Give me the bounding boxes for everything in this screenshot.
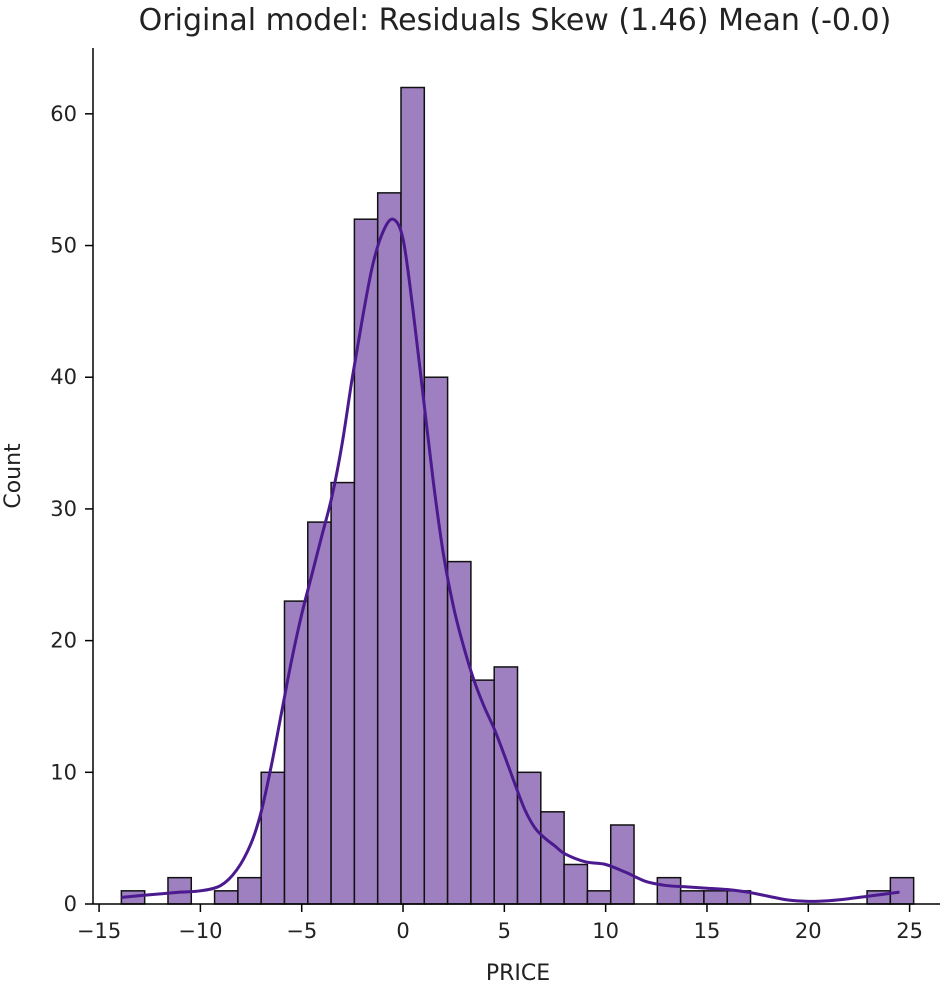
x-tick-label: 15 bbox=[694, 919, 721, 943]
x-axis-label: PRICE bbox=[486, 961, 550, 986]
histogram-bar bbox=[376, 192, 402, 905]
x-tick-label: −5 bbox=[286, 919, 317, 943]
histogram-bar bbox=[516, 771, 542, 905]
histogram-bar bbox=[470, 679, 495, 905]
y-tick-label: 10 bbox=[50, 760, 77, 784]
histogram-bar bbox=[353, 218, 379, 905]
x-tick-label: 0 bbox=[396, 919, 409, 943]
histogram-bar bbox=[400, 86, 426, 905]
histogram-bar bbox=[237, 876, 262, 905]
x-axis-ticks: −15 −10 −5 0 5 10 15 20 25 bbox=[77, 904, 923, 943]
histogram-bar bbox=[586, 890, 612, 905]
kde-curve bbox=[121, 217, 900, 903]
histogram-bar bbox=[213, 890, 239, 905]
x-tick-label: −15 bbox=[77, 919, 121, 943]
y-axis-label: Count bbox=[1, 443, 26, 509]
y-tick-label: 60 bbox=[50, 102, 77, 126]
y-tick-label: 0 bbox=[64, 892, 77, 916]
y-tick-label: 50 bbox=[50, 234, 77, 258]
histogram-bar bbox=[656, 876, 682, 905]
histogram-bar bbox=[540, 811, 565, 905]
histogram-bar bbox=[283, 600, 309, 905]
y-axis-ticks: 0 10 20 30 40 50 60 bbox=[50, 102, 93, 916]
y-tick-label: 30 bbox=[50, 497, 77, 521]
y-tick-label: 20 bbox=[50, 629, 77, 653]
histogram-bar bbox=[703, 890, 728, 905]
histogram-bar bbox=[330, 481, 356, 905]
histogram-bar bbox=[609, 824, 635, 905]
chart-title: Original model: Residuals Skew (1.46) Me… bbox=[139, 3, 892, 38]
histogram-bar bbox=[889, 876, 915, 905]
histogram-bar bbox=[563, 863, 589, 905]
x-tick-label: 5 bbox=[498, 919, 511, 943]
x-tick-label: 25 bbox=[896, 919, 923, 943]
histogram-bar bbox=[423, 376, 449, 905]
histogram-bar bbox=[679, 890, 705, 905]
histogram-bar bbox=[446, 560, 472, 905]
x-tick-label: 10 bbox=[592, 919, 619, 943]
x-tick-label: −10 bbox=[178, 919, 222, 943]
y-tick-label: 40 bbox=[50, 365, 77, 389]
axes bbox=[92, 48, 940, 905]
histogram-bars bbox=[120, 86, 915, 905]
x-tick-label: 20 bbox=[795, 919, 822, 943]
